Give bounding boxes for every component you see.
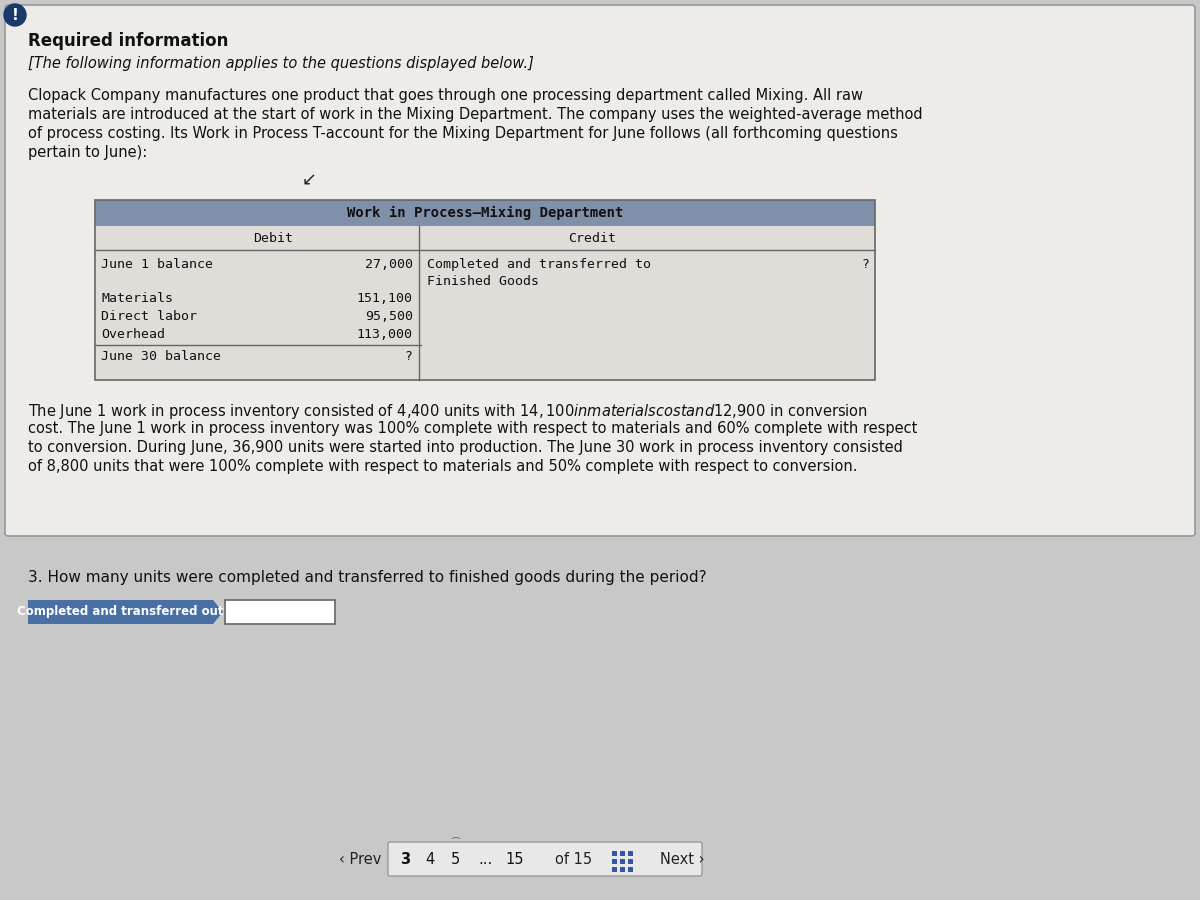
Text: Completed and transferred to: Completed and transferred to: [427, 258, 650, 271]
Text: 151,100: 151,100: [356, 292, 413, 305]
Text: 113,000: 113,000: [356, 328, 413, 341]
Text: Completed and transferred out: Completed and transferred out: [17, 606, 223, 618]
Text: of 15: of 15: [554, 851, 592, 867]
Text: 27,000: 27,000: [365, 258, 413, 271]
Text: Credit: Credit: [568, 231, 616, 245]
Text: [The following information applies to the questions displayed below.]: [The following information applies to th…: [28, 56, 534, 71]
Text: June 1 balance: June 1 balance: [101, 258, 214, 271]
Bar: [226, 600, 335, 624]
Text: of 8,800 units that were 100% complete with respect to materials and 50% complet: of 8,800 units that were 100% complete w…: [28, 459, 858, 474]
Text: Direct labor: Direct labor: [101, 310, 197, 323]
Text: Required information: Required information: [28, 32, 228, 50]
Bar: [620, 859, 625, 864]
Text: pertain to June):: pertain to June):: [28, 145, 148, 160]
Text: Debit: Debit: [253, 231, 293, 245]
Text: !: !: [12, 7, 18, 22]
Circle shape: [4, 4, 26, 26]
Text: 15: 15: [505, 851, 524, 867]
Text: ?: ?: [404, 350, 413, 363]
Text: June 30 balance: June 30 balance: [101, 350, 221, 363]
Text: 95,500: 95,500: [365, 310, 413, 323]
Text: to conversion. During June, 36,900 units were started into production. The June : to conversion. During June, 36,900 units…: [28, 440, 902, 455]
Polygon shape: [214, 600, 223, 624]
Text: ‹ Prev: ‹ Prev: [338, 851, 382, 867]
Bar: [28, 600, 214, 624]
Text: materials are introduced at the start of work in the Mixing Department. The comp: materials are introduced at the start of…: [28, 107, 923, 122]
Text: 4: 4: [425, 851, 434, 867]
Bar: [628, 859, 634, 864]
Text: 3. How many units were completed and transferred to finished goods during the pe: 3. How many units were completed and tra…: [28, 570, 707, 585]
Text: cost. The June 1 work in process inventory was 100% complete with respect to mat: cost. The June 1 work in process invento…: [28, 421, 917, 436]
Bar: [612, 851, 617, 856]
Bar: [620, 867, 625, 872]
Text: ?: ?: [862, 258, 869, 271]
Bar: [620, 851, 625, 856]
Bar: [612, 867, 617, 872]
Text: Finished Goods: Finished Goods: [427, 275, 539, 288]
Text: ...: ...: [478, 851, 492, 867]
Text: Clopack Company manufactures one product that goes through one processing depart: Clopack Company manufactures one product…: [28, 88, 863, 103]
FancyBboxPatch shape: [5, 5, 1195, 536]
Bar: [628, 867, 634, 872]
Text: 3: 3: [400, 851, 410, 867]
Text: of process costing. Its Work in Process T-account for the Mixing Department for : of process costing. Its Work in Process …: [28, 126, 898, 141]
Text: ⁀: ⁀: [451, 839, 458, 849]
Text: Overhead: Overhead: [101, 328, 166, 341]
Text: Next ›: Next ›: [660, 851, 704, 867]
Text: ↗: ↗: [298, 168, 312, 186]
Text: Work in Process–Mixing Department: Work in Process–Mixing Department: [347, 206, 623, 220]
Bar: [95, 226, 875, 250]
Text: 5: 5: [450, 851, 460, 867]
Bar: [612, 859, 617, 864]
Text: The June 1 work in process inventory consisted of 4,400 units with $14,100 in ma: The June 1 work in process inventory con…: [28, 402, 868, 421]
Bar: [95, 200, 875, 380]
Bar: [628, 851, 634, 856]
Bar: [95, 200, 875, 226]
Bar: [95, 250, 875, 380]
FancyBboxPatch shape: [388, 842, 702, 876]
Text: Materials: Materials: [101, 292, 173, 305]
